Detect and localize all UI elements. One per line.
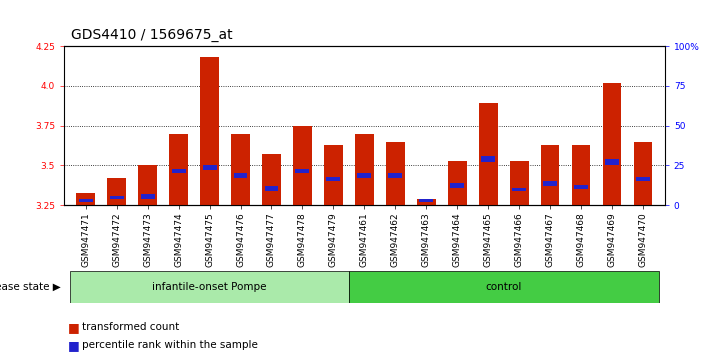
Text: percentile rank within the sample: percentile rank within the sample bbox=[82, 340, 257, 350]
Text: ■: ■ bbox=[68, 321, 80, 334]
Bar bbox=[541, 145, 560, 205]
Bar bbox=[233, 173, 247, 178]
Bar bbox=[349, 271, 658, 303]
Bar bbox=[107, 178, 126, 205]
Bar bbox=[417, 199, 436, 205]
Bar bbox=[572, 145, 590, 205]
Bar bbox=[296, 169, 309, 173]
Text: GDS4410 / 1569675_at: GDS4410 / 1569675_at bbox=[71, 28, 232, 42]
Bar bbox=[326, 177, 341, 181]
Bar bbox=[141, 194, 154, 199]
Bar bbox=[201, 57, 219, 205]
Bar bbox=[386, 142, 405, 205]
Bar bbox=[448, 161, 466, 205]
Bar bbox=[355, 133, 374, 205]
Bar bbox=[543, 182, 557, 186]
Bar bbox=[636, 177, 650, 181]
Bar bbox=[203, 165, 217, 170]
Bar bbox=[264, 186, 279, 191]
Bar bbox=[231, 133, 250, 205]
Bar bbox=[388, 173, 402, 178]
Text: infantile-onset Pompe: infantile-onset Pompe bbox=[152, 282, 267, 292]
Text: control: control bbox=[486, 282, 522, 292]
Bar bbox=[479, 103, 498, 205]
Bar bbox=[139, 166, 157, 205]
Bar bbox=[324, 145, 343, 205]
Bar bbox=[634, 142, 653, 205]
Bar bbox=[510, 161, 528, 205]
Bar bbox=[358, 173, 371, 178]
Bar bbox=[293, 126, 311, 205]
Bar bbox=[603, 83, 621, 205]
Bar bbox=[419, 199, 433, 202]
Bar bbox=[76, 193, 95, 205]
Bar bbox=[605, 159, 619, 165]
Bar bbox=[450, 183, 464, 188]
Bar bbox=[171, 169, 186, 173]
Text: disease state ▶: disease state ▶ bbox=[0, 282, 60, 292]
Bar bbox=[169, 133, 188, 205]
Text: transformed count: transformed count bbox=[82, 322, 179, 332]
Bar bbox=[262, 154, 281, 205]
Bar bbox=[70, 271, 349, 303]
Bar bbox=[79, 199, 92, 202]
Bar bbox=[109, 196, 124, 199]
Bar bbox=[481, 156, 496, 162]
Bar bbox=[512, 188, 526, 191]
Text: ■: ■ bbox=[68, 339, 80, 352]
Bar bbox=[574, 184, 588, 189]
